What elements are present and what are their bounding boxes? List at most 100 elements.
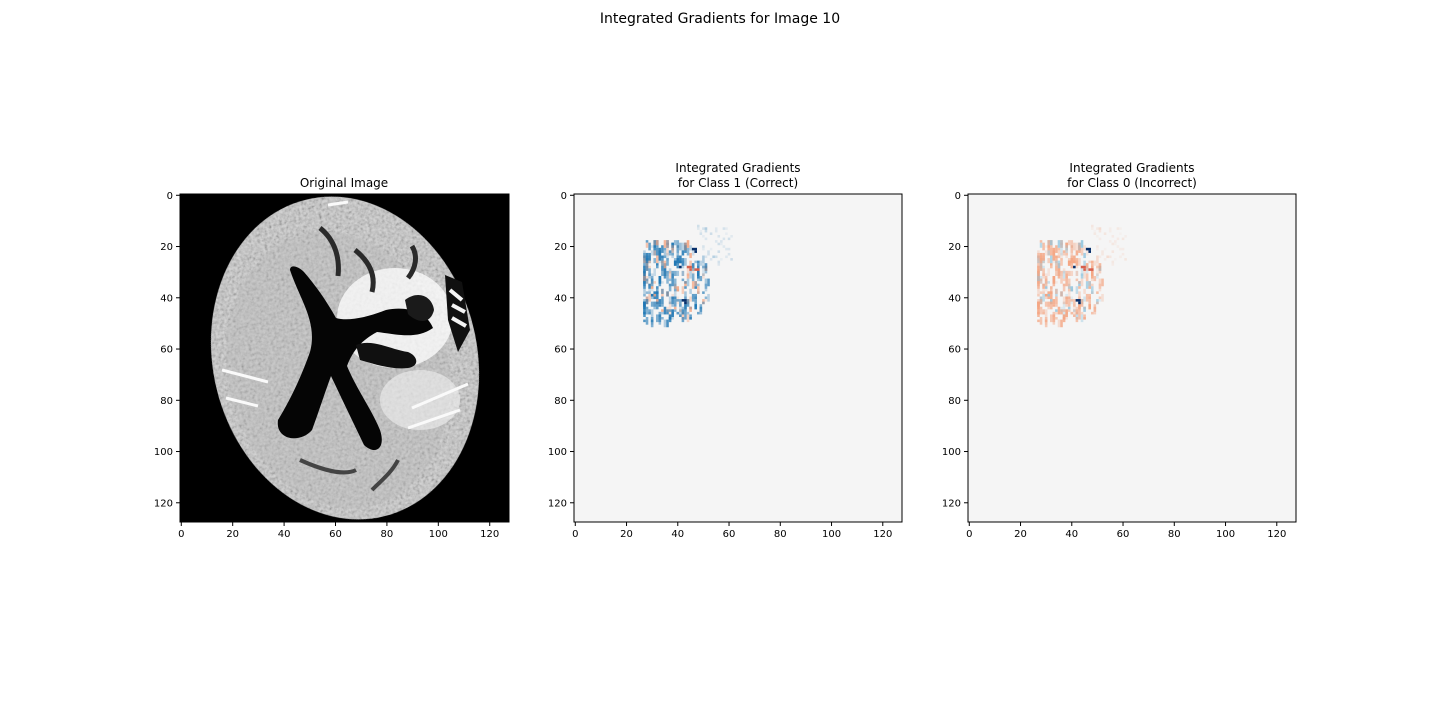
- attribution-pixel: [1075, 317, 1079, 323]
- attribution-pixel-faint: [1096, 247, 1099, 251]
- attribution-pixel: [668, 270, 672, 274]
- attribution-pixel: [668, 283, 672, 292]
- attribution-pixel: [1065, 296, 1068, 305]
- attribution-pixel: [1052, 304, 1056, 307]
- attribution-pixel: [684, 245, 687, 253]
- attribution-pixel: [663, 255, 667, 259]
- attribution-pixel: [658, 299, 662, 305]
- attribution-pixel: [1065, 304, 1068, 307]
- attribution-hotspot: [1083, 268, 1086, 271]
- x-tick-label: 80: [1168, 529, 1181, 540]
- attribution-pixel: [671, 273, 674, 279]
- attribution-pixel-faint: [1096, 245, 1099, 248]
- attribution-pixel: [645, 240, 649, 243]
- attribution-pixel-faint: [1108, 255, 1112, 259]
- attribution-pixel: [1037, 250, 1040, 256]
- attribution-pixel: [1052, 311, 1056, 320]
- attribution-pixel-faint: [714, 227, 718, 230]
- y-tick-label: 0: [167, 191, 173, 202]
- attribution-pixel: [1078, 242, 1081, 251]
- attribution-pixel: [697, 286, 700, 294]
- attribution-pixel: [684, 250, 687, 253]
- attribution-pixel: [689, 288, 692, 294]
- attribution-pixel: [1062, 283, 1066, 287]
- attribution-pixel: [1044, 309, 1048, 317]
- attribution-pixel: [653, 250, 656, 256]
- attribution-hotspot: [691, 247, 697, 251]
- attribution-pixel: [648, 268, 651, 276]
- attribution-pixel: [1085, 293, 1089, 302]
- attribution-pixel: [1039, 252, 1043, 261]
- attribution-pixel-faint: [725, 227, 728, 230]
- attribution-pixel: [694, 296, 697, 300]
- attribution-pixel-faint: [697, 227, 700, 230]
- attribution-pixel: [1044, 278, 1048, 287]
- attribution-pixel: [689, 270, 692, 279]
- attribution-pixel: [1057, 247, 1061, 251]
- attribution-pixel: [1047, 281, 1050, 284]
- attribution-pixel: [1057, 270, 1061, 279]
- attribution-pixel: [1039, 299, 1043, 305]
- attribution-pixel-faint: [709, 258, 713, 261]
- attribution-pixel: [663, 319, 667, 328]
- attribution-pixel: [666, 252, 669, 261]
- attribution-pixel: [668, 301, 672, 305]
- attribution-pixel: [1060, 270, 1063, 274]
- attribution-pixel-faint: [1091, 227, 1094, 230]
- attribution-pixel: [668, 283, 672, 287]
- attribution-pixel-faint: [727, 247, 731, 251]
- y-tick-label: 100: [548, 447, 567, 458]
- class0-attribution-pixels: [1037, 224, 1127, 328]
- attribution-pixel: [676, 265, 680, 269]
- attribution-pixel: [684, 291, 687, 300]
- attribution-pixel: [653, 301, 656, 307]
- attribution-pixel: [643, 281, 646, 289]
- attribution-pixel: [1078, 311, 1081, 320]
- attribution-pixel: [679, 309, 682, 312]
- attribution-pixel: [643, 260, 646, 269]
- attribution-pixel: [681, 286, 685, 294]
- attribution-pixel: [673, 258, 677, 264]
- y-tick-label: 40: [160, 293, 173, 304]
- attribution-pixel: [1052, 311, 1056, 320]
- attribution-pixel: [681, 242, 685, 251]
- attribution-pixel: [1050, 301, 1053, 310]
- attribution-pixel: [697, 273, 700, 279]
- attribution-pixel-faint: [1098, 237, 1102, 241]
- attribution-pixel: [702, 265, 705, 269]
- attribution-pixel: [645, 319, 649, 325]
- attribution-pixel: [668, 250, 672, 253]
- attribution-pixel: [643, 252, 646, 261]
- attribution-pixel-faint: [1103, 258, 1107, 261]
- attribution-pixel: [679, 309, 682, 317]
- attribution-pixel: [1065, 317, 1068, 320]
- x-tick-label: 0: [572, 529, 578, 540]
- attribution-pixel: [645, 276, 649, 284]
- attribution-pixel: [661, 304, 664, 307]
- attribution-pixel: [684, 242, 687, 251]
- attribution-pixel-faint: [1121, 252, 1125, 256]
- y-tick-label: 80: [948, 396, 961, 407]
- attribution-pixel: [1078, 258, 1081, 266]
- attribution-pixel: [656, 255, 659, 264]
- attribution-pixel-faint: [712, 255, 715, 259]
- attribution-pixel-faint: [704, 227, 708, 230]
- x-tick-label: 20: [620, 529, 633, 540]
- brain-slice: [210, 196, 480, 520]
- attribution-pixel: [702, 299, 705, 305]
- x-tick-label: 40: [1065, 529, 1078, 540]
- attribution-pixel-faint: [702, 245, 705, 248]
- attribution-pixel: [1042, 265, 1045, 269]
- y-tick-label: 100: [942, 447, 961, 458]
- attribution-pixel: [661, 309, 664, 312]
- attribution-pixel: [702, 255, 705, 264]
- attribution-pixel: [1060, 319, 1063, 328]
- attribution-pixel: [1101, 278, 1104, 287]
- attribution-pixel: [1052, 299, 1056, 305]
- attribution-pixel: [1096, 291, 1099, 294]
- attribution-pixel: [1039, 278, 1043, 284]
- x-tick-label: 120: [873, 529, 892, 540]
- attribution-pixel: [676, 245, 680, 253]
- attribution-pixel: [656, 314, 659, 323]
- attribution-pixel: [1055, 317, 1058, 320]
